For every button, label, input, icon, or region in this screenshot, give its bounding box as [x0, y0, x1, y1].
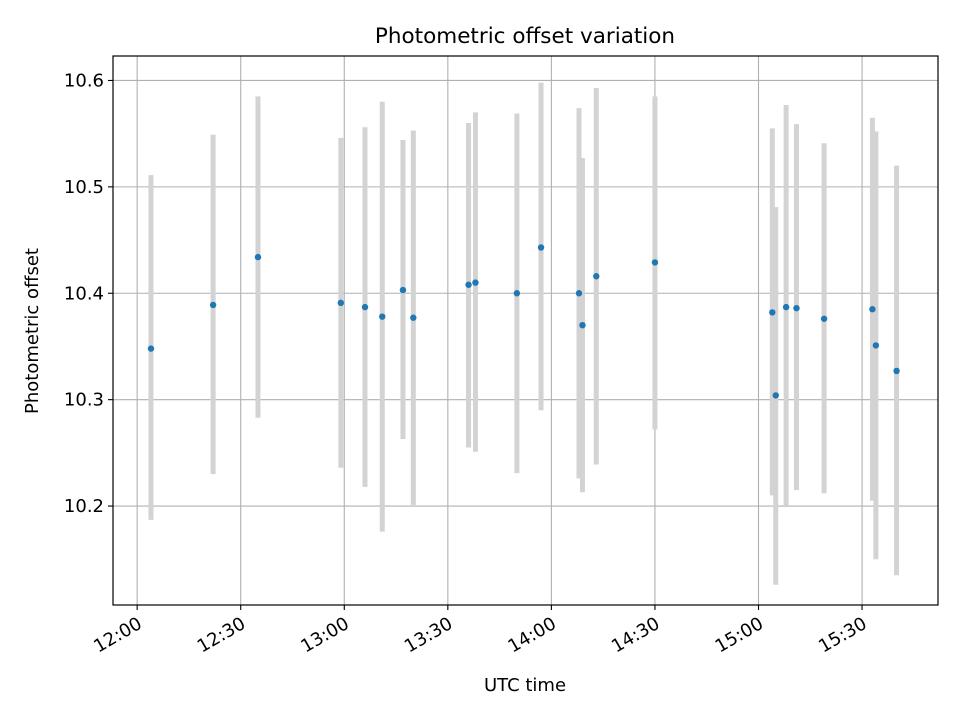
y-tick-label: 10.3: [64, 390, 104, 411]
data-point: [769, 309, 776, 316]
data-point: [209, 301, 217, 309]
plot-frame: [112, 55, 939, 606]
y-tick-label: 10.2: [64, 496, 104, 517]
data-point: [772, 392, 779, 399]
data-point: [575, 290, 583, 297]
y-axis-label: Photometric offset: [22, 248, 43, 414]
y-tick-label: 10.5: [64, 177, 104, 198]
data-point: [337, 299, 345, 307]
data-point: [361, 303, 369, 311]
data-point: [651, 259, 659, 266]
y-tick-label: 10.4: [64, 283, 104, 304]
data-point: [147, 345, 155, 352]
data-point: [793, 304, 800, 312]
y-tick-label: 10.6: [64, 70, 104, 91]
data-point: [537, 244, 545, 251]
data-point: [579, 321, 586, 329]
data-point: [593, 273, 600, 280]
data-points: [147, 244, 900, 399]
data-point: [869, 306, 876, 313]
data-point: [893, 367, 900, 375]
data-point: [782, 303, 790, 311]
data-point: [472, 279, 479, 286]
data-point: [379, 313, 386, 320]
y-axis: 10.2 10.3 10.4 10.5 10.6: [64, 70, 113, 517]
data-point: [399, 286, 407, 294]
data-point: [410, 314, 417, 321]
data-point: [820, 315, 828, 322]
data-point: [254, 253, 262, 261]
data-point: [513, 290, 521, 297]
data-point: [465, 281, 472, 288]
x-axis-label: UTC time: [484, 675, 566, 696]
chart-title: Photometric offset variation: [375, 24, 675, 49]
data-point: [872, 342, 880, 349]
